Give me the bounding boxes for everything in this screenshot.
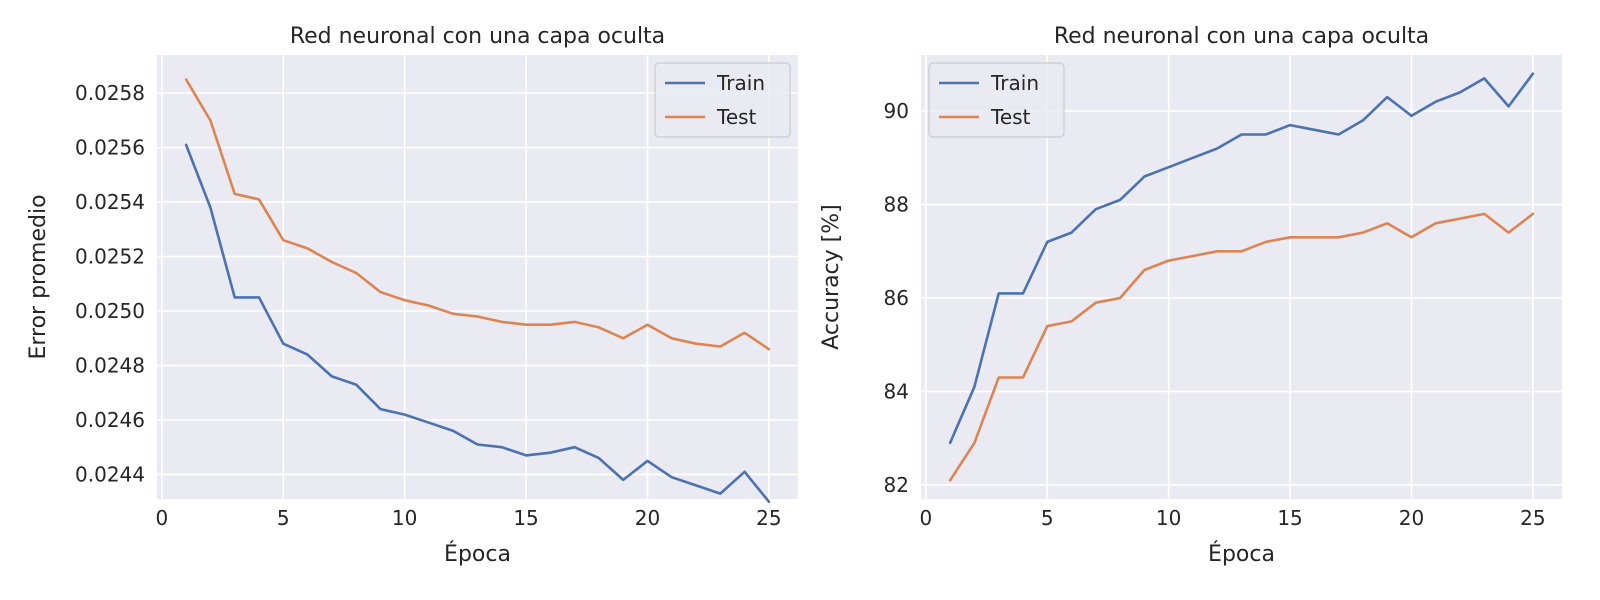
y-tick-label: 86 [884,286,909,310]
y-tick-label: 0.0244 [75,462,145,486]
y-tick-label: 0.0258 [75,81,145,105]
y-tick-label: 0.0252 [75,245,145,269]
chart-title: Red neuronal con una capa oculta [290,24,665,49]
x-tick-label: 0 [919,506,932,530]
y-tick-label: 0.0250 [75,299,145,323]
x-tick-label: 5 [1041,506,1054,530]
series-line-train [948,72,1535,445]
x-tick-label: 20 [1399,506,1424,530]
y-tick-label: 84 [884,380,909,404]
legend-box [928,62,1065,138]
x-tick-label: 0 [155,506,168,530]
x-axis-label: Época [1208,541,1275,567]
y-tick-label: 0.0246 [75,408,145,432]
x-tick-label: 15 [513,506,538,530]
y-axis-label: Error promedio [26,194,51,359]
y-tick-label: 88 [884,193,909,217]
series-line-test [948,212,1535,482]
x-tick-label: 25 [756,506,781,530]
legend-label: Test [716,105,757,129]
y-tick-label: 0.0254 [75,190,145,214]
x-tick-label: 20 [635,506,660,530]
y-tick-label: 0.0248 [75,354,145,378]
series-line-test [184,78,771,351]
y-tick-label: 0.0256 [75,136,145,160]
legend-label: Test [990,105,1031,129]
legend-label: Train [990,71,1039,95]
legend: Train Test [654,62,791,138]
x-tick-label: 10 [392,506,417,530]
legend: Train Test [928,62,1065,138]
chart-error-promedio: 0 5 10 15 20 25 0.0244 0.0246 0.0248 0.0250 0.0252… [26,24,798,567]
legend-box [654,62,791,138]
x-tick-label: 15 [1277,506,1302,530]
x-axis-label: Época [444,541,511,567]
x-tick-label: 25 [1520,506,1545,530]
chart-accuracy: 0 5 10 15 20 25 82 84 86 88 90 Red neuronal con una… [819,24,1562,567]
y-axis-label: Accuracy [%] [819,204,844,350]
series-line-train [184,143,771,504]
legend-label: Train [716,71,765,95]
x-tick-label: 5 [277,506,290,530]
x-tick-label: 10 [1156,506,1181,530]
y-tick-label: 82 [884,473,909,497]
y-tick-label: 90 [884,99,909,123]
chart-title: Red neuronal con una capa oculta [1054,24,1429,49]
